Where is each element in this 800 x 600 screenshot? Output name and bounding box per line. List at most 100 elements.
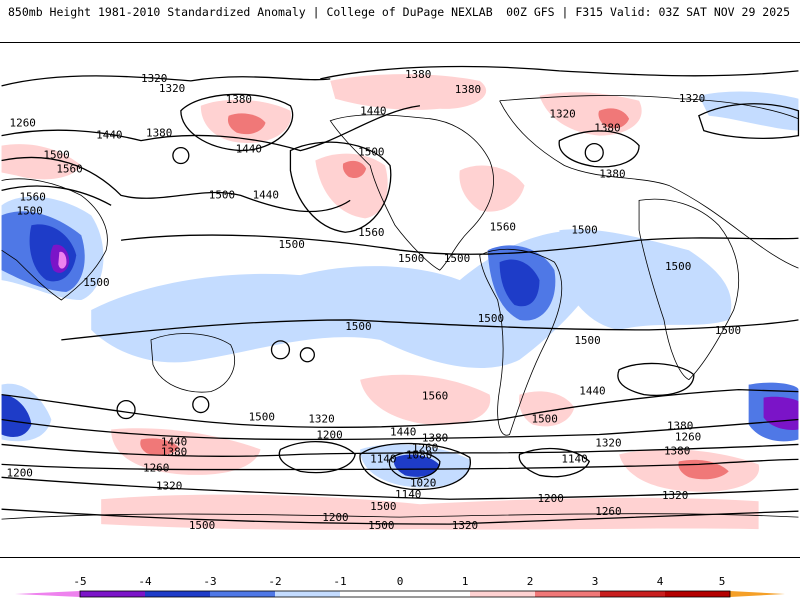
color-scale-bar: -5 -4 -3 -2 -1 0 1 2 3 4 5 [15, 575, 785, 598]
contour-label: 1320 [679, 92, 705, 105]
contour-label: 1500 [478, 312, 504, 325]
coast-antarctica [1, 513, 799, 520]
contour-label: 1080 [406, 448, 432, 461]
scale-tick-label: -3 [203, 575, 216, 588]
scale-seg-neg1 [275, 591, 340, 597]
contour-label: 1380 [599, 167, 625, 180]
pos-anom-ne-pacific-core [342, 160, 367, 179]
neg-anom-west-core [1, 394, 32, 437]
contour-label: 1500 [16, 204, 42, 217]
scale-seg-neg2 [210, 591, 275, 597]
contour-label: 1500 [278, 238, 304, 251]
scale-seg-neg5 [15, 591, 80, 597]
coast-south-america [479, 248, 563, 436]
contour-label: 1500 [83, 276, 109, 289]
contour-label: 1320 [159, 82, 185, 95]
contour-label: 1320 [595, 436, 621, 449]
contour-label: 1320 [662, 489, 688, 502]
contour-label: 1440 [390, 425, 416, 438]
contour-label: 1500 [444, 252, 470, 265]
pos-anom-east-asia [459, 165, 525, 212]
pos-anom-russia-core [598, 108, 630, 129]
contour-label: 1260 [143, 461, 169, 474]
coast-africa [638, 198, 740, 381]
pos-anom-arctic [330, 74, 487, 110]
contour-label: 1260 [412, 441, 438, 454]
contour-label: 1500 [574, 334, 600, 347]
contour-label: 1260 [10, 117, 36, 130]
scale-seg-pos2 [535, 591, 600, 597]
contour-label: 1320 [141, 72, 167, 85]
contour-label: 1500 [189, 519, 215, 532]
scale-seg-neg4 [80, 591, 145, 597]
scale-tick-label: -5 [73, 575, 86, 588]
contour-label: 1320 [156, 479, 182, 492]
scale-seg-zero [340, 591, 470, 597]
contour-1080-low [388, 451, 441, 479]
scale-seg-pos3 [600, 591, 665, 597]
contour-1500-closed-2 [558, 130, 640, 168]
scale-tick-label: 4 [657, 575, 664, 588]
coast-north-america [329, 114, 494, 271]
contour-label: 1200 [322, 511, 348, 524]
contour-label: 1260 [595, 505, 621, 518]
model-run-info: 00Z GFS | F315 Valid: 03Z SAT NOV 29 202… [506, 5, 790, 19]
neg-anom-north-atlantic [698, 91, 799, 131]
scale-seg-neg3 [145, 591, 210, 597]
low-center-5 [584, 142, 604, 163]
contour-label: 1380 [667, 419, 693, 432]
contour-label: 1320 [452, 519, 478, 532]
contour-label: 1140 [370, 452, 396, 465]
contour-label: 1380 [146, 127, 172, 140]
pos-anom-greenland [1, 144, 82, 180]
low-center-1 [299, 347, 315, 363]
contour-label: 1440 [96, 129, 122, 142]
contour-label: 1500 [358, 146, 384, 159]
height-contours [1, 65, 800, 525]
color-scale-segments [15, 591, 785, 597]
contour-1440-north [1, 105, 421, 152]
contour-label: 1500 [249, 411, 275, 424]
pos-anom-ne-pacific [315, 153, 388, 219]
contour-1200-south [1, 476, 799, 500]
scale-tick-label: -4 [138, 575, 152, 588]
contour-1380-north [320, 65, 799, 80]
low-center-4 [192, 395, 210, 414]
low-center-6 [172, 146, 190, 165]
contour-label: 1440 [161, 435, 187, 448]
contour-label: 1200 [316, 428, 342, 441]
contour-label: 1380 [664, 444, 690, 457]
contour-1320-north [1, 75, 331, 87]
contour-1500-tropics [121, 234, 799, 255]
contour-label: 1440 [360, 105, 386, 118]
scale-tick-label: 1 [462, 575, 469, 588]
contour-label: 1260 [675, 430, 701, 443]
contour-label: 1200 [7, 466, 33, 479]
contour-label: 1320 [308, 413, 334, 426]
contour-1440-south [1, 389, 799, 428]
contour-labels: 1320 1320 1380 1380 1320 1380 1260 1440 … [7, 68, 742, 532]
contour-1260-south [1, 458, 799, 471]
pos-anom-southern-band-core [140, 438, 179, 456]
contour-label: 1560 [490, 220, 516, 233]
contour-1200-closed-west [278, 441, 356, 474]
contour-label: 1380 [226, 93, 252, 106]
contour-label: 1500 [715, 324, 741, 337]
low-center-3 [116, 399, 136, 420]
contour-1140-low [359, 442, 471, 491]
contour-1500-tropics-south [61, 319, 799, 341]
contour-label: 1560 [422, 390, 448, 403]
contour-label: 1500 [43, 149, 69, 162]
contour-1380-closed [698, 103, 800, 139]
contour-label: 1320 [549, 108, 575, 121]
anomaly-map: 1320 1320 1380 1380 1320 1380 1260 1440 … [0, 42, 800, 558]
contour-label: 1500 [571, 223, 597, 236]
pos-anom-south-atlantic [519, 391, 575, 427]
neg-anom-nw-america-peak [58, 251, 67, 269]
scale-tick-label: -2 [268, 575, 281, 588]
contour-1380-alaska [180, 93, 294, 152]
contour-1560-closed [289, 141, 392, 233]
contour-label: 1380 [161, 445, 187, 458]
contour-label: 1140 [395, 488, 421, 501]
contour-label: 1140 [561, 452, 587, 465]
